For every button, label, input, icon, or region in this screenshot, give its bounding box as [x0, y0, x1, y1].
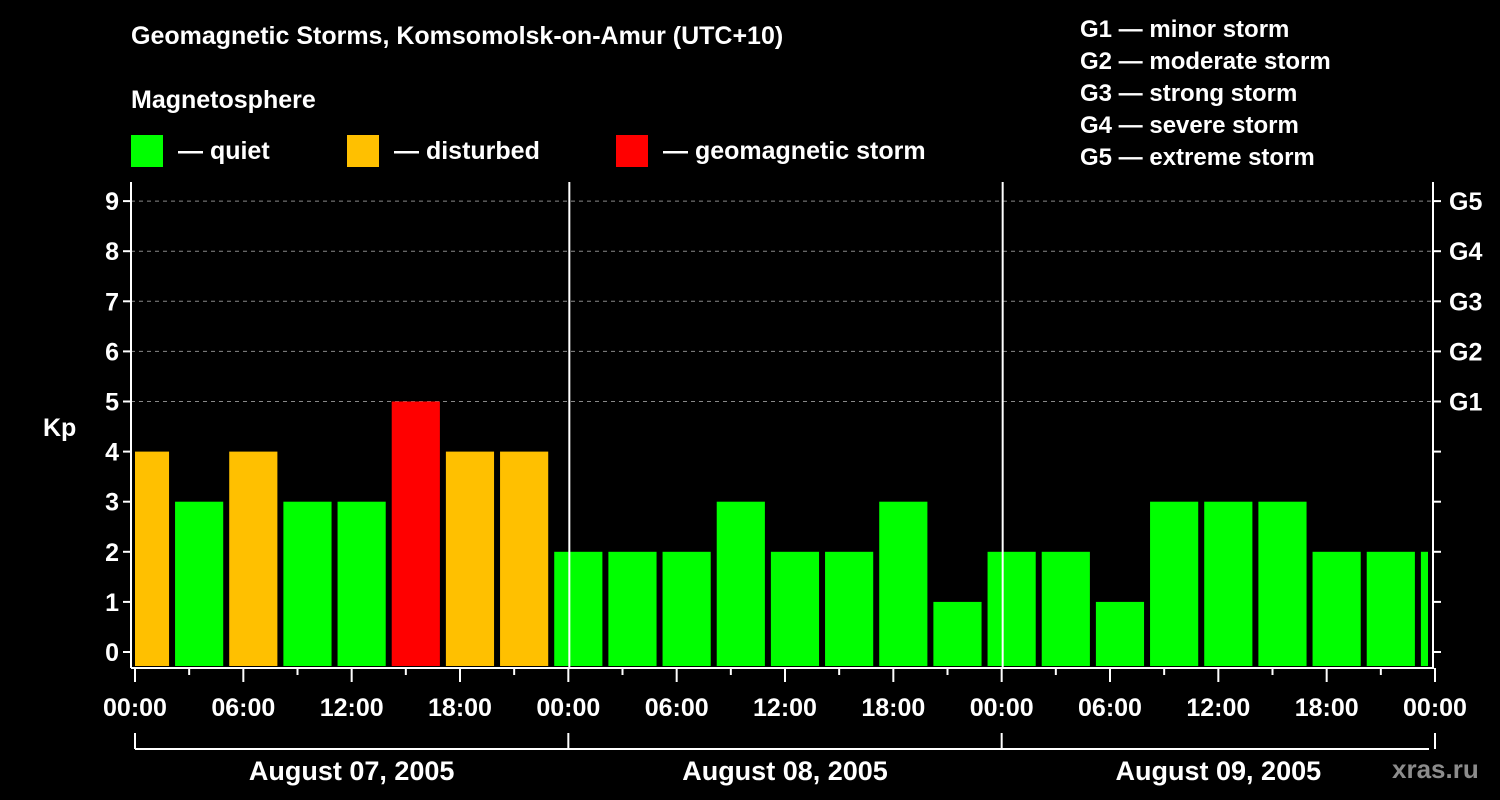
kp-bar — [608, 551, 657, 666]
g-level-label: G5 — [1449, 188, 1482, 216]
kp-bar — [229, 451, 278, 666]
x-tick-label: 00:00 — [970, 694, 1034, 722]
y-tick-label: 0 — [105, 639, 119, 667]
y-tick-label: 6 — [105, 338, 119, 366]
kp-bar — [1150, 501, 1199, 666]
kp-bar — [283, 501, 332, 666]
kp-bar — [1204, 501, 1253, 666]
kp-bar — [716, 501, 765, 666]
x-tick-label: 00:00 — [1403, 694, 1467, 722]
kp-bar — [987, 551, 1036, 666]
g-level-label: G1 — [1449, 389, 1482, 417]
y-tick-label: 4 — [105, 439, 119, 467]
g-scale-item: G1 — minor storm — [1080, 16, 1290, 43]
chart-subtitle: Magnetosphere — [131, 86, 316, 114]
day-label: August 08, 2005 — [682, 756, 888, 786]
g-level-label: G2 — [1449, 338, 1482, 366]
x-tick-label: 12:00 — [320, 694, 384, 722]
kp-bar — [825, 551, 874, 666]
y-tick-label: 1 — [105, 589, 119, 617]
g-scale-item: G3 — strong storm — [1080, 80, 1298, 107]
storm-swatch-icon — [616, 135, 648, 167]
y-tick-label: 8 — [105, 238, 119, 266]
x-tick-label: 06:00 — [645, 694, 709, 722]
legend-disturbed: — disturbed — [347, 134, 540, 168]
x-tick-label: 18:00 — [1295, 694, 1359, 722]
disturbed-swatch-icon — [347, 135, 379, 167]
kp-bar — [1258, 501, 1307, 666]
kp-bar — [554, 551, 603, 666]
kp-bar — [1366, 551, 1415, 666]
chart-title: Geomagnetic Storms, Komsomolsk-on-Amur (… — [131, 22, 784, 50]
legend-storm: — geomagnetic storm — [616, 134, 926, 168]
y-tick-label: 9 — [105, 188, 119, 216]
y-tick-label: 2 — [105, 539, 119, 567]
x-tick-label: 18:00 — [428, 694, 492, 722]
x-tick-label: 00:00 — [103, 694, 167, 722]
kp-bar — [135, 451, 170, 666]
y-tick-label: 3 — [105, 489, 119, 517]
g-scale-list: G1 — minor storm G2 — moderate storm G3 … — [1080, 14, 1331, 174]
kp-bar — [1041, 551, 1090, 666]
kp-bar — [879, 501, 928, 666]
kp-bar — [1312, 551, 1361, 666]
y-axis-title: Kp — [43, 414, 76, 442]
g-scale-item: G2 — moderate storm — [1080, 48, 1331, 75]
x-tick-label: 18:00 — [861, 694, 925, 722]
kp-bar — [770, 551, 820, 666]
x-tick-label: 12:00 — [1186, 694, 1250, 722]
kp-bar — [391, 401, 440, 666]
x-tick-label: 00:00 — [536, 694, 600, 722]
g-level-label: G3 — [1449, 288, 1482, 316]
legend-quiet: — quiet — [131, 134, 270, 168]
kp-bar — [933, 601, 982, 666]
kp-bar — [662, 551, 711, 666]
day-label: August 07, 2005 — [249, 756, 455, 786]
kp-bar — [500, 451, 549, 666]
day-label: August 09, 2005 — [1116, 756, 1322, 786]
x-tick-label: 12:00 — [753, 694, 817, 722]
kp-bar — [1095, 601, 1145, 666]
kp-bar — [445, 451, 495, 666]
kp-bar — [337, 501, 386, 666]
x-tick-label: 06:00 — [1078, 694, 1142, 722]
watermark: xras.ru — [1392, 754, 1479, 784]
kp-bar — [1420, 551, 1428, 666]
kp-bar — [175, 501, 224, 666]
g-scale-item: G5 — extreme storm — [1080, 144, 1315, 171]
y-tick-label: 5 — [105, 389, 119, 417]
quiet-swatch-icon — [131, 135, 163, 167]
g-level-label: G4 — [1449, 238, 1482, 266]
x-tick-label: 06:00 — [211, 694, 275, 722]
y-tick-label: 7 — [105, 288, 119, 316]
g-scale-item: G4 — severe storm — [1080, 112, 1299, 139]
